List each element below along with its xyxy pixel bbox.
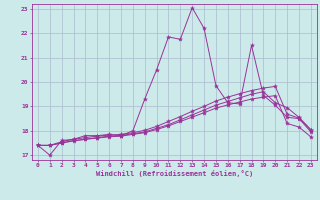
X-axis label: Windchill (Refroidissement éolien,°C): Windchill (Refroidissement éolien,°C) (96, 170, 253, 177)
